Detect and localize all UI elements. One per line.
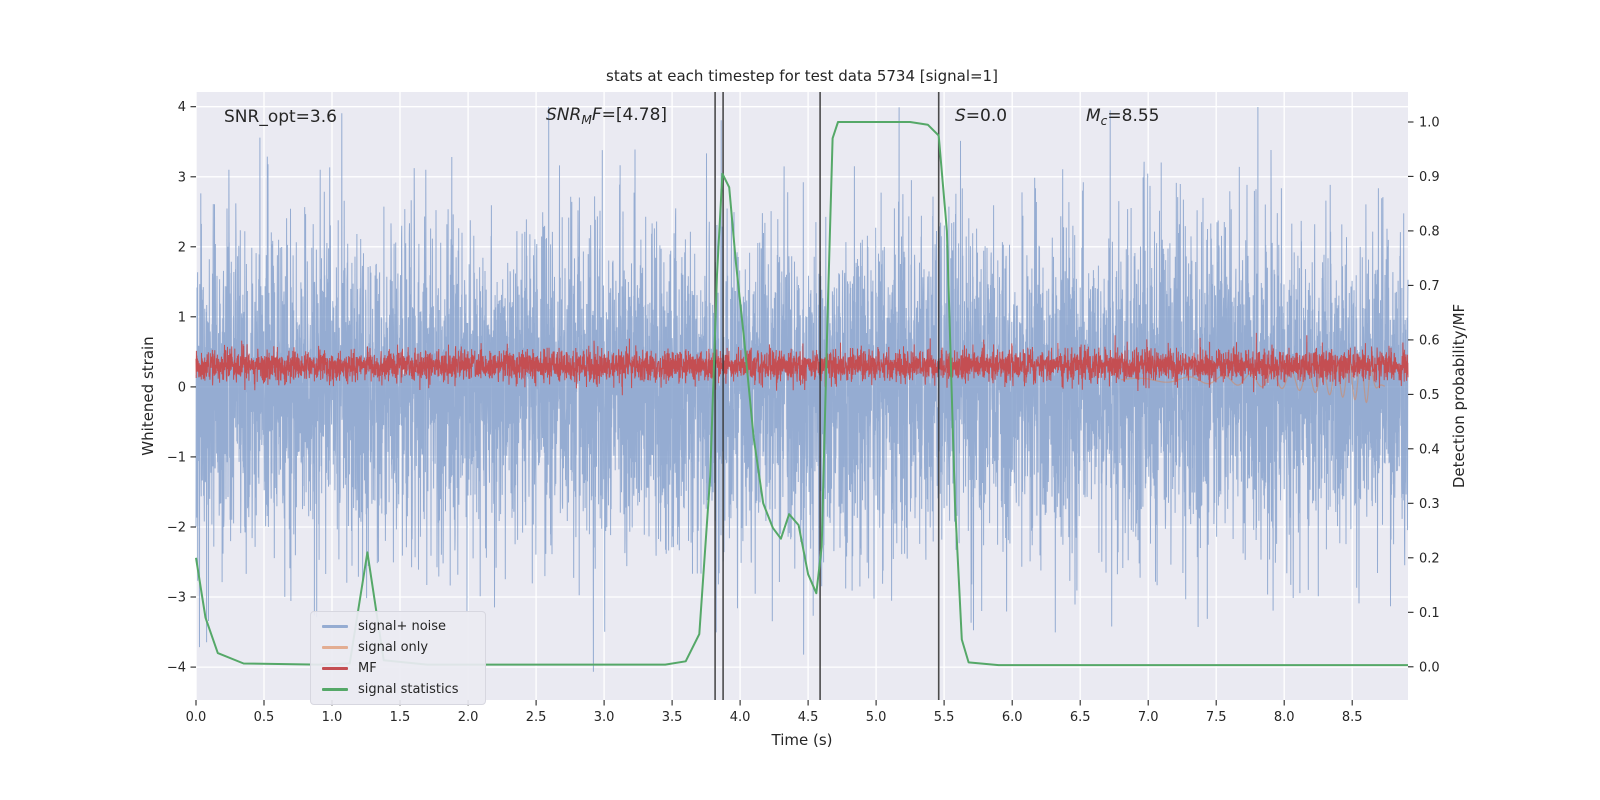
y-right-tick-label: 0.6	[1419, 333, 1440, 348]
chart-title: stats at each timestep for test data 573…	[606, 67, 998, 85]
y-right-tick-label: 0.2	[1419, 551, 1440, 566]
y-right-tick-label: 0.3	[1419, 497, 1440, 512]
annotation-snr-mf-sub: M	[581, 113, 592, 128]
legend-swatch-signal-only	[322, 646, 348, 649]
y-right-tick-label: 0.9	[1419, 170, 1440, 185]
x-tick-label: 7.0	[1138, 710, 1159, 725]
series-signal-statistics	[195, 121, 1408, 667]
annotation-snr-opt: SNR_opt=3.6	[224, 107, 337, 127]
annotation-snr-mf-after: F	[591, 104, 602, 125]
x-tick-label: 6.5	[1070, 710, 1091, 725]
legend-item-signal-statistics: signal statistics	[311, 679, 485, 700]
x-tick-label: 3.5	[662, 710, 683, 725]
legend-item-signal-noise: signal+ noise	[311, 616, 485, 637]
legend-label-signal-only: signal only	[358, 640, 429, 655]
annotation-s-base: S	[955, 106, 966, 126]
legend-swatch-signal-noise	[322, 625, 348, 628]
x-tick-label: 2.5	[526, 710, 547, 725]
y-right-tick-label: 0.8	[1419, 224, 1440, 239]
y-right-tick-label: 1.0	[1419, 116, 1440, 131]
y-left-tick-label: 2	[178, 240, 186, 255]
y-right-tick-label: 0.5	[1419, 388, 1440, 403]
annotation-snr-opt-text: SNR_opt=3.6	[224, 107, 337, 127]
y-left-tick-label: −3	[167, 591, 186, 606]
y-left-tick-label: 0	[178, 380, 186, 395]
y-right-tick-label: 0.7	[1419, 279, 1440, 294]
legend-label-signal-noise: signal+ noise	[358, 619, 447, 634]
y-left-tick-label: −2	[167, 521, 186, 536]
y-axis-right-ticks: 0.0 0.1 0.2 0.3 0.4 0.5 0.6 0.7 0.8 0.9 1.0	[1408, 116, 1440, 675]
y-axis-label-right: Detection probability/MF	[1450, 303, 1468, 489]
y-left-tick-label: 3	[178, 170, 186, 185]
annotation-mc-sub: c	[1100, 114, 1108, 129]
y-right-tick-label: 0.4	[1419, 442, 1440, 457]
legend: signal+ noise signal only MF signal stat…	[310, 611, 486, 705]
x-tick-label: 8.0	[1274, 710, 1295, 725]
y-left-tick-label: 1	[178, 310, 186, 325]
x-tick-label: 6.0	[1002, 710, 1023, 725]
legend-swatch-mf	[322, 667, 348, 670]
x-tick-label: 4.0	[730, 710, 751, 725]
y-axis-label-left: Whitened strain	[139, 336, 157, 456]
y-right-tick-label: 0.0	[1419, 660, 1440, 675]
y-right-tick-label: 0.1	[1419, 606, 1440, 621]
series-mf	[195, 332, 1409, 396]
x-axis-label: Time (s)	[771, 731, 833, 749]
annotation-snr-mf: SNRMF=[4.78]	[546, 105, 667, 127]
annotation-s: S=0.0	[955, 106, 1007, 126]
x-tick-label: 3.0	[594, 710, 615, 725]
y-axis-left-ticks: −4 −3 −2 −1 0 1 2 3 4	[167, 100, 196, 676]
annotation-mc-base: M	[1086, 105, 1101, 126]
y-left-tick-label: −4	[167, 661, 186, 676]
x-tick-label: 4.5	[798, 710, 819, 725]
x-tick-label: 1.0	[322, 710, 343, 725]
legend-label-mf: MF	[358, 661, 377, 676]
x-axis-ticks: 0.0 0.5 1.0 1.5 2.0 2.5 3.0 3.5 4.0 4.5 5.0 5.5 6.0 6…	[186, 700, 1363, 725]
annotation-s-value: =0.0	[965, 106, 1008, 126]
legend-swatch-signal-statistics	[322, 688, 348, 691]
x-tick-label: 5.5	[934, 710, 955, 725]
vlines	[714, 92, 940, 700]
annotation-snr-mf-value: =[4.78]	[601, 104, 668, 125]
x-tick-label: 7.5	[1206, 710, 1227, 725]
x-tick-label: 2.0	[458, 710, 479, 725]
x-tick-label: 0.5	[254, 710, 275, 725]
x-tick-label: 1.5	[390, 710, 411, 725]
x-tick-label: 8.5	[1342, 710, 1363, 725]
x-tick-label: 0.0	[186, 710, 207, 725]
legend-label-signal-statistics: signal statistics	[358, 682, 459, 697]
y-left-tick-label: 4	[178, 100, 186, 115]
y-left-tick-label: −1	[167, 450, 186, 465]
x-tick-label: 5.0	[866, 710, 887, 725]
annotation-snr-mf-base: SNR	[546, 104, 582, 125]
legend-item-mf: MF	[311, 658, 485, 679]
annotation-mc-value: =8.55	[1107, 105, 1160, 126]
annotation-mc: Mc=8.55	[1086, 106, 1160, 128]
legend-item-signal-only: signal only	[311, 637, 485, 658]
